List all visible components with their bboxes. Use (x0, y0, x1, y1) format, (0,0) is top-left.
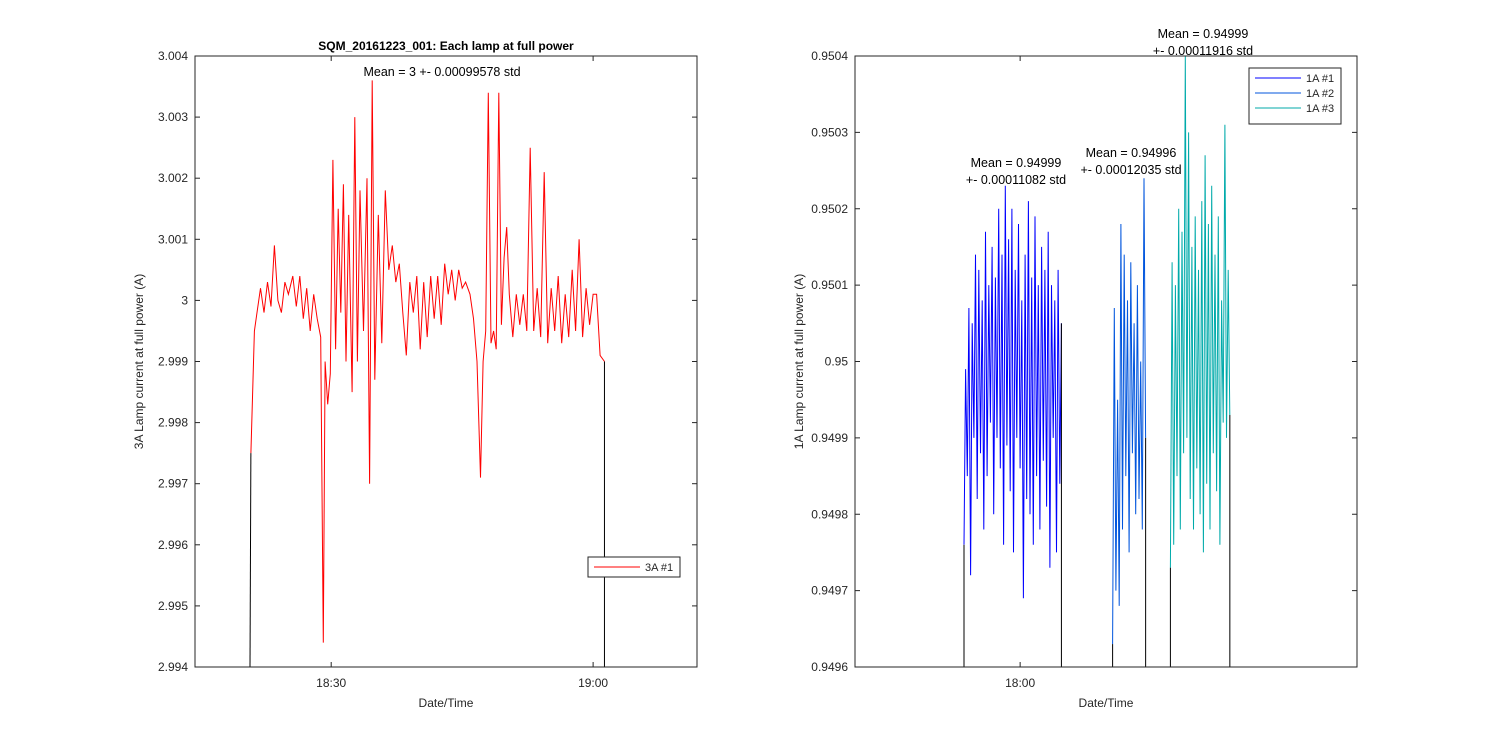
x-axis-label: Date/Time (419, 696, 474, 710)
series-line-1a-3 (1169, 55, 1231, 568)
y-tick-label: 2.995 (158, 599, 188, 613)
legend: 3A #1 (587, 556, 681, 578)
legend-label: 1A #3 (1306, 103, 1334, 115)
mean-annotation-line1: Mean = 0.94999 (971, 156, 1062, 170)
legend-label: 3A #1 (645, 562, 673, 574)
chart-title: SQM_20161223_001: Each lamp at full powe… (318, 39, 574, 53)
y-axis-label: 3A Lamp current at full power (A) (132, 274, 146, 449)
y-tick-label: 0.9497 (811, 584, 848, 598)
y-axis-label: 1A Lamp current at full power (A) (792, 274, 806, 449)
mean-annotation-line1: Mean = 0.94999 (1158, 27, 1249, 41)
legend-label: 1A #1 (1306, 73, 1334, 85)
x-tick-label: 18:00 (1005, 676, 1035, 690)
y-tick-label: 2.996 (158, 538, 188, 552)
series-line-3a-1 (250, 80, 605, 643)
legend-box (1248, 67, 1342, 125)
y-tick-label: 0.9503 (811, 125, 848, 139)
series-start-drop (249, 453, 252, 668)
y-tick-label: 0.9504 (811, 49, 848, 63)
y-tick-label: 0.9499 (811, 431, 848, 445)
legend: 1A #1 1A #2 1A #3 (1248, 67, 1342, 125)
y-tick-label: 0.95 (825, 355, 849, 369)
mean-annotation-line1: Mean = 0.94996 (1086, 146, 1177, 160)
y-tick-label: 3 (181, 293, 188, 307)
y-tick-label: 2.997 (158, 477, 188, 491)
series-line-1a-1 (963, 185, 1062, 599)
y-tick-label: 2.994 (158, 660, 188, 674)
std-annotation-line2: +- 0.00011916 std (1153, 44, 1253, 58)
y-tick-label: 2.998 (158, 416, 188, 430)
y-tick-label: 0.9501 (811, 278, 848, 292)
y-tick-label: 0.9496 (811, 660, 848, 674)
std-annotation-line2: +- 0.00011082 std (966, 173, 1066, 187)
legend-label: 1A #2 (1306, 88, 1334, 100)
y-tick-label: 3.001 (158, 232, 188, 246)
y-tick-label: 3.002 (158, 171, 188, 185)
y-tick-label: 0.9502 (811, 202, 848, 216)
y-tick-label: 2.999 (158, 355, 188, 369)
y-tick-label: 3.003 (158, 110, 188, 124)
x-tick-label: 19:00 (578, 676, 608, 690)
series-line-1a-2 (1112, 178, 1147, 645)
mean-annotation: Mean = 3 +- 0.00099578 std (363, 65, 520, 79)
axes-1: 2.994 2.995 2.996 2.997 2.998 2.999 3 3.001 3.00… (132, 39, 698, 710)
x-axis-label: Date/Time (1079, 696, 1134, 710)
y-tick-label: 3.004 (158, 49, 188, 63)
std-annotation-line2: +- 0.00012035 std (1080, 163, 1181, 177)
x-tick-label: 18:30 (316, 676, 346, 690)
axes-2: 0.9496 0.9497 0.9498 0.9499 0.95 0.9501 0.9502… (792, 27, 1358, 710)
y-tick-label: 0.9498 (811, 507, 848, 521)
